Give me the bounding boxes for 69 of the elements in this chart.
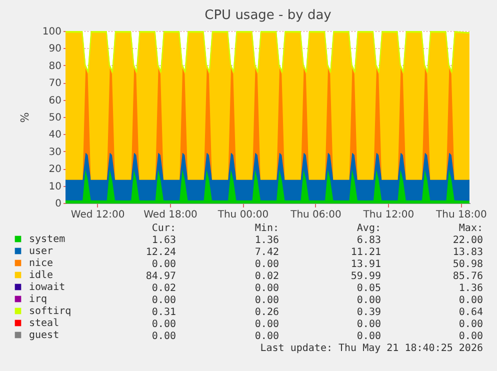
text: 0.00 <box>356 331 381 343</box>
text: 0.00 <box>458 319 483 331</box>
text: 1.36 <box>458 283 483 295</box>
text: 0.64 <box>458 307 483 319</box>
x-tick-label: Wed 18:00 <box>144 210 198 220</box>
text: 1.36 <box>254 235 279 247</box>
text: 7.42 <box>254 247 279 259</box>
chart-title: CPU usage - by day <box>204 8 332 23</box>
text: 0.00 <box>152 331 176 343</box>
text: 0.02 <box>152 283 176 295</box>
text: 0.31 <box>152 307 176 319</box>
legend-label: nice <box>29 258 54 269</box>
legend-label: system <box>29 234 66 245</box>
text: 0.00 <box>152 259 176 271</box>
text: Max: <box>458 223 483 235</box>
text: 0.00 <box>254 319 279 331</box>
text: Cur: <box>152 223 176 235</box>
y-axis-title: % <box>18 112 32 123</box>
text: Avg: <box>356 223 381 235</box>
text: 12.24 <box>146 247 176 259</box>
text: 0.00 <box>254 283 279 295</box>
y-tick-label: 100 <box>42 26 62 38</box>
text: 0.00 <box>356 295 381 307</box>
y-tick-label: 20 <box>48 164 62 176</box>
text: 84.97 <box>146 271 176 283</box>
text: 59.99 <box>350 271 381 283</box>
y-tick-label: 90 <box>48 44 62 55</box>
legend-label: idle <box>29 270 54 281</box>
x-tick-label: Thu 18:00 <box>435 210 487 220</box>
text: 0.00 <box>458 295 483 307</box>
y-tick-label: 50 <box>48 112 62 124</box>
text: 13.91 <box>350 259 381 271</box>
x-tick-label: Wed 12:00 <box>70 210 125 220</box>
text: 6.83 <box>356 235 381 247</box>
x-tick-label: Thu 12:00 <box>362 210 414 220</box>
text: 0.05 <box>356 283 381 295</box>
y-tick-label: 60 <box>48 95 62 106</box>
x-tick-label: Thu 00:00 <box>216 210 269 220</box>
text: 0.00 <box>254 259 279 271</box>
legend-label: iowait <box>29 282 66 293</box>
text: 0.00 <box>254 331 279 343</box>
text: 13.83 <box>452 247 483 259</box>
text: 0.00 <box>458 331 483 343</box>
text: 0.00 <box>152 319 176 331</box>
text: 0.02 <box>254 271 279 283</box>
text: 0.26 <box>254 307 279 319</box>
text: 11.21 <box>350 247 381 259</box>
y-tick-label: 80 <box>48 60 62 72</box>
y-tick-label: 10 <box>48 181 62 192</box>
legend-label: steal <box>29 318 60 329</box>
legend-label: guest <box>29 330 60 341</box>
y-tick-label: 0 <box>55 198 62 210</box>
text: 85.76 <box>452 271 483 283</box>
text: 0.39 <box>356 307 381 319</box>
legend-label: user <box>29 246 54 257</box>
y-tick-label: 40 <box>48 130 62 141</box>
text: 50.98 <box>452 259 483 271</box>
text: 22.00 <box>452 235 483 247</box>
text: 1.63 <box>152 235 176 247</box>
text: Min: <box>254 223 279 235</box>
y-tick-label: 70 <box>48 78 62 90</box>
x-tick-label: Thu 06:00 <box>290 210 342 220</box>
legend-label: irq <box>29 294 48 305</box>
legend-label: softirq <box>29 306 72 317</box>
y-tick-label: 30 <box>48 146 62 158</box>
text: Last update: Thu May 21 18:40:25 2026 <box>260 343 483 355</box>
text: 0.00 <box>356 319 381 331</box>
text: 0.00 <box>254 295 279 307</box>
text: 0.00 <box>152 295 176 307</box>
